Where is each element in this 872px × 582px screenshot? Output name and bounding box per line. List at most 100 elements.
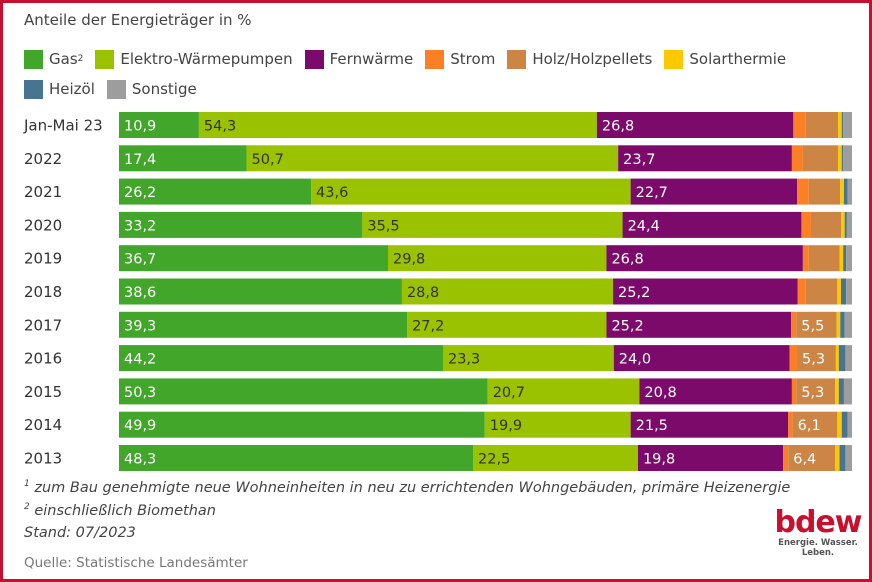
bar-segment	[630, 411, 789, 438]
bar-segment	[838, 378, 844, 405]
data-label: 49,9	[124, 418, 156, 434]
legend-swatch	[304, 50, 324, 69]
bar-segment	[840, 178, 844, 205]
bar-segment	[838, 345, 846, 372]
category-label: 2016	[24, 350, 62, 368]
category-label: 2019	[24, 250, 62, 268]
category-label: 2021	[24, 183, 62, 201]
bar-segment	[796, 311, 837, 338]
bar-segment	[473, 445, 638, 471]
bar-segment	[442, 345, 614, 372]
legend-item-5: Solarthermie	[664, 47, 786, 72]
data-label: 44,2	[124, 352, 156, 368]
data-label: 38,6	[124, 285, 156, 301]
bar-segment	[119, 445, 474, 471]
data-label: 29,8	[393, 252, 425, 268]
bar-segment	[407, 311, 607, 338]
data-label: 22,7	[636, 185, 668, 201]
bar-segment	[847, 178, 852, 205]
bar-segment	[596, 112, 794, 138]
bar-segment	[846, 278, 852, 305]
legend-item-1: Elektro-Wärmepumpen	[95, 47, 293, 72]
data-label: 23,7	[623, 152, 655, 168]
bar-segment	[797, 178, 809, 205]
legend-swatch	[425, 50, 445, 69]
footnote-2-mark: 2	[24, 502, 30, 512]
data-label: 19,8	[643, 452, 675, 468]
data-label: 6,4	[793, 452, 816, 468]
bar-segment	[841, 112, 844, 138]
bar-segment	[788, 445, 836, 471]
bar-segment	[606, 245, 803, 272]
bar-segment	[119, 278, 402, 305]
bar-segment	[838, 112, 842, 138]
legend-swatch	[24, 80, 43, 99]
data-label: 22,5	[478, 452, 510, 468]
bar-segment	[843, 178, 848, 205]
legend-swatch	[24, 50, 43, 69]
data-label: 10,9	[124, 119, 156, 135]
data-label: 17,4	[124, 152, 156, 168]
legend-swatch	[507, 50, 527, 69]
legend-sup: 2	[77, 54, 84, 64]
bar-segment	[311, 178, 631, 205]
logo-tagline: Energie. Wasser. Leben.	[778, 538, 858, 558]
legend: Gas 2 Elektro-Wärmepumpen Fernwärme Strom Hol…	[24, 47, 844, 107]
legend-label: Solarthermie	[689, 50, 787, 68]
legend-label: Strom	[450, 50, 496, 68]
bar-segment	[845, 345, 852, 372]
footnote-2-text: einschließlich Biomethan	[29, 502, 216, 519]
data-label: 43,6	[316, 185, 348, 201]
bar-segment	[835, 378, 839, 405]
bar-segment	[788, 411, 793, 438]
bar-segment	[797, 278, 806, 305]
data-label: 20,8	[644, 385, 676, 401]
legend-label: Gas	[49, 50, 78, 68]
legend-label: Holz/Holzpellets	[532, 50, 653, 68]
data-label: 24,0	[619, 352, 651, 368]
legend-item-6: Heizöl	[24, 77, 95, 102]
bar-segment	[843, 245, 847, 272]
data-label: 26,2	[124, 185, 156, 201]
category-label: 2022	[24, 150, 62, 168]
data-label: 27,2	[412, 318, 444, 334]
data-label: 21,5	[636, 418, 668, 434]
stand-date: Stand: 07/2023	[24, 525, 136, 541]
bar-segment	[837, 411, 842, 438]
legend-swatch	[664, 50, 684, 69]
data-label: 5,3	[801, 385, 824, 401]
legend-item-4: Holz/Holzpellets	[507, 47, 652, 72]
footnote-1-mark: 1	[24, 479, 30, 489]
data-label: 25,2	[618, 285, 650, 301]
bar-segment	[119, 211, 363, 238]
data-label: 28,8	[407, 285, 439, 301]
bar-segment	[840, 311, 845, 338]
bar-segment	[119, 345, 443, 372]
category-label: Jan-Mai 23	[23, 117, 103, 135]
bar-segment	[246, 145, 619, 172]
bar-segment	[119, 411, 485, 438]
bar-segment	[637, 445, 784, 471]
bar-segment	[839, 445, 846, 471]
bar-segment	[841, 411, 848, 438]
bar-segment	[808, 245, 840, 272]
bar-segment	[630, 178, 798, 205]
bar-segment	[835, 345, 839, 372]
bar-segment	[841, 278, 847, 305]
bar-segment	[802, 245, 809, 272]
bar-segment	[843, 378, 852, 405]
bar-segment	[622, 211, 802, 238]
bar-segment	[789, 345, 798, 372]
bar-segment	[796, 378, 836, 405]
bar-segment	[843, 112, 852, 138]
bar-segment	[119, 145, 247, 172]
data-label: 5,3	[802, 352, 825, 368]
legend-label: Fernwärme	[329, 50, 414, 68]
bar-segment	[845, 445, 852, 471]
category-label: 2014	[24, 416, 62, 434]
data-label: 33,2	[124, 218, 156, 234]
legend-item-3: Strom	[425, 47, 495, 72]
footnote-1: 1 zum Bau genehmigte neue Wohneinheiten …	[24, 479, 790, 496]
